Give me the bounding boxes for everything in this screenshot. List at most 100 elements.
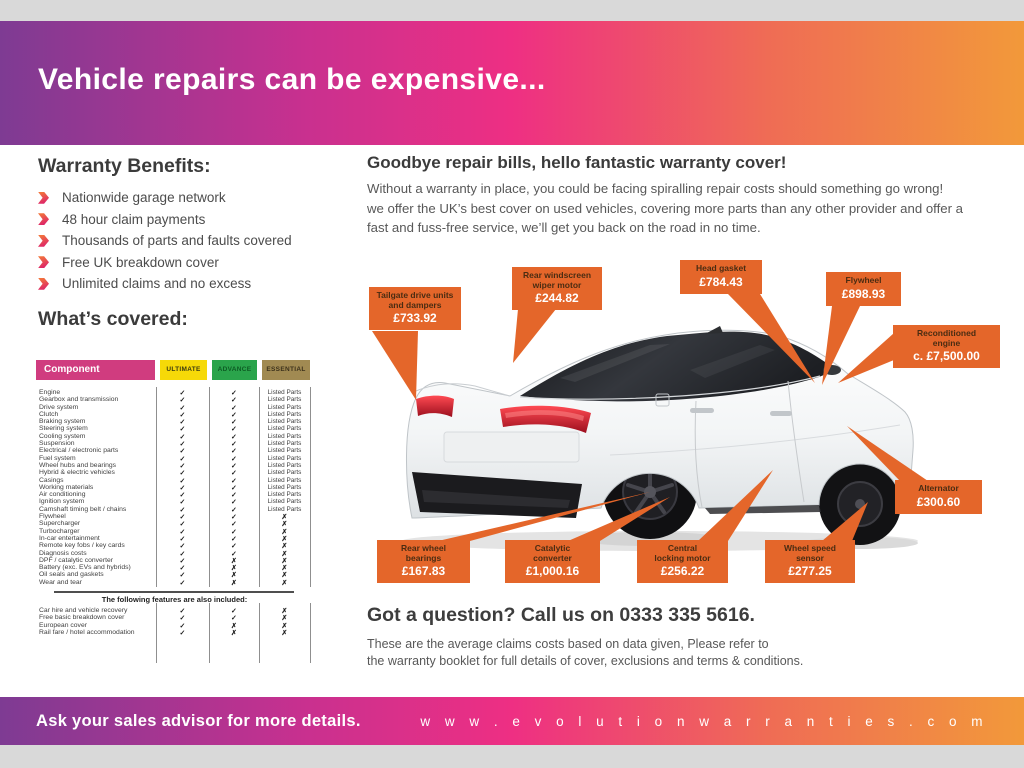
cross-icon: ✗ [230, 555, 238, 565]
callout-pointer [838, 333, 894, 383]
component-name: Clutch [39, 410, 59, 418]
coverage-cell: ✓ [209, 440, 259, 447]
callout-pointer [728, 294, 815, 383]
callout-pointer [513, 309, 556, 363]
coverage-cell: ✓ [156, 498, 209, 505]
coverage-cell: ✓ [156, 491, 209, 498]
callout-box: Reconditioned engine c. £7,500.00 [893, 325, 1000, 368]
contact-heading: Got a question? Call us on 0333 335 5616… [367, 604, 755, 626]
coverage-cell: Listed Parts [267, 410, 302, 418]
rear-diffuser-inner [422, 490, 570, 508]
callout-pointer [847, 426, 928, 481]
coverage-table: Component ULTIMATE ADVANCE ESSENTIAL Eng… [36, 360, 313, 690]
coverage-cell: ✓ [156, 389, 209, 396]
check-icon: ✓ [179, 504, 186, 514]
table-row: Working materials ✓ ✓ Listed Parts [36, 484, 313, 491]
check-icon: ✓ [179, 541, 186, 551]
check-icon: ✓ [179, 497, 186, 507]
component-name: Battery (exc. EVs and hybrids) [39, 564, 131, 572]
coverage-cell: Listed Parts [267, 389, 302, 396]
table-row: Suspension ✓ ✓ Listed Parts [36, 440, 313, 447]
check-icon: ✓ [230, 497, 238, 507]
coverage-heading: What’s covered: [38, 308, 188, 330]
contact-note: These are the average claims costs based… [367, 637, 804, 668]
coverage-cell: ✓ [209, 526, 259, 536]
arrow-bullet-icon [38, 234, 49, 247]
fuel-filler [655, 393, 670, 407]
component-name: Drive system [39, 403, 79, 411]
promo-heading: Goodbye repair bills, hello fantastic wa… [367, 153, 787, 172]
coverage-cell: ✗ [259, 535, 310, 542]
callout-price: c. £7,500.00 [913, 349, 980, 363]
table-row: Clutch ✓ ✓ Listed Parts [36, 411, 313, 418]
greenhouse-glass [520, 331, 836, 402]
check-icon: ✓ [179, 424, 186, 434]
coverage-cell: ✓ [156, 614, 209, 621]
callout-part-label: Central locking motor [654, 543, 711, 563]
coverage-cell: ✗ [209, 621, 259, 629]
coverage-cell: ✗ [259, 527, 310, 535]
coverage-cell: ✓ [156, 629, 209, 636]
check-icon: ✓ [179, 453, 186, 463]
coverage-cell: ✓ [156, 462, 209, 469]
callout-part-label: Wheel speed sensor [784, 543, 836, 563]
coverage-cell: ✓ [156, 484, 209, 491]
callout-price: £1,000.16 [525, 564, 580, 578]
coverage-cell: ✓ [156, 571, 209, 578]
table-row: DPF / catalytic converter ✓ ✗ ✗ [36, 557, 313, 564]
component-name: Steering system [39, 425, 88, 433]
coverage-cell: ✓ [156, 513, 209, 520]
coverage-cell: ✗ [209, 629, 259, 636]
callout-box: Alternator £300.60 [895, 480, 982, 514]
coverage-cell: ✗ [259, 614, 310, 621]
cross-icon: ✗ [281, 577, 288, 587]
callout-pointer [822, 306, 860, 385]
table-row: Gearbox and transmission ✓ ✓ Listed Parts [36, 396, 313, 403]
benefit-item: Nationwide garage network [38, 187, 292, 209]
table-row: Supercharger ✓ ✓ ✗ [36, 520, 313, 527]
coverage-cell: ✓ [156, 549, 209, 557]
table-divider [156, 387, 157, 587]
check-icon: ✓ [230, 512, 238, 522]
check-icon: ✓ [179, 519, 186, 529]
cross-icon: ✗ [230, 563, 238, 573]
check-icon: ✓ [230, 453, 238, 463]
component-name: Turbocharger [39, 527, 80, 535]
coverage-cell: ✗ [259, 542, 310, 549]
check-icon: ✓ [230, 439, 238, 449]
coverage-cell: ✓ [209, 462, 259, 469]
benefit-item: 48 hour claim payments [38, 209, 292, 231]
check-icon: ✓ [230, 468, 238, 478]
coverage-cell: ✓ [209, 447, 259, 454]
top-banner: Vehicle repairs can be expensive... [0, 21, 1024, 145]
callout-part-label: Rear wheel bearings [401, 543, 446, 563]
coverage-cell: ✓ [209, 535, 259, 542]
coverage-cell: ✗ [259, 579, 310, 586]
cross-icon: ✗ [281, 548, 288, 558]
coverage-cell: ✗ [259, 607, 310, 614]
check-icon: ✓ [230, 388, 238, 397]
promo-body: Without a warranty in place, you could b… [367, 181, 963, 235]
check-icon: ✓ [230, 541, 238, 551]
coverage-cell: ✓ [156, 440, 209, 447]
glass-reflection [560, 344, 670, 382]
cross-icon: ✗ [281, 519, 288, 529]
check-icon: ✓ [179, 417, 186, 427]
coverage-cell: ✓ [156, 455, 209, 462]
arrow-bullet-icon [38, 213, 49, 226]
table-divider [209, 387, 210, 587]
car-infographic: Tailgate drive units and dampers £733.92 R… [360, 250, 1024, 600]
table-divider [310, 603, 311, 663]
callout-pointer [568, 497, 670, 541]
coverage-cell: Listed Parts [267, 476, 302, 484]
coverage-cell: ✓ [209, 484, 259, 491]
arrow-bullet-icon [38, 191, 49, 204]
check-icon: ✓ [230, 417, 238, 427]
coverage-cell: ✗ [259, 629, 310, 636]
coverage-cell: ✓ [156, 542, 209, 549]
bottom-banner: Ask your sales advisor for more details.… [0, 697, 1024, 745]
check-icon: ✓ [179, 555, 186, 565]
check-icon: ✓ [230, 526, 238, 536]
coverage-cell: ✗ [259, 548, 310, 558]
